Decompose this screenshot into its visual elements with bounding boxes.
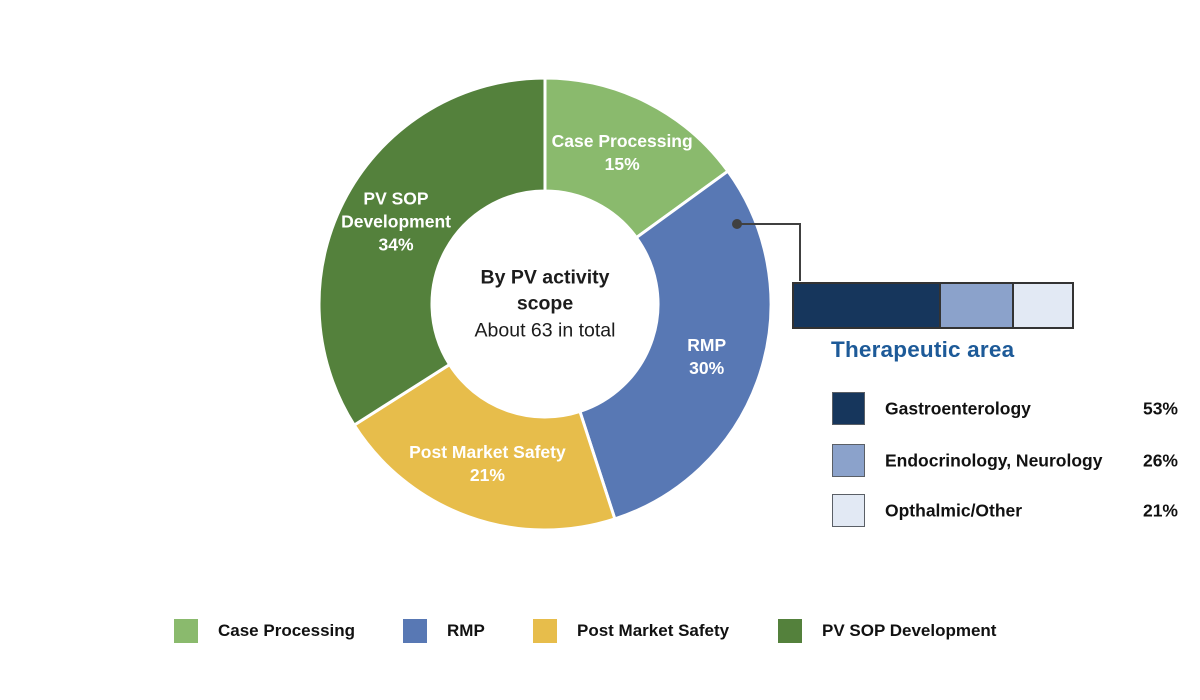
legend-item-post-market-safety: Post Market Safety <box>533 618 729 644</box>
pv-sop-development-swatch <box>778 619 802 643</box>
donut-slice-pv-sop-development <box>317 76 547 428</box>
case-processing-legend-label: Case Processing <box>218 621 356 640</box>
gastroenterology-label: Gastroenterology <box>885 398 1031 418</box>
opthalmic-other-swatch <box>832 494 865 527</box>
gastroenterology-percent: 53% <box>1142 398 1178 418</box>
endocrinology-neurology-percent: 26% <box>1142 450 1178 470</box>
therapeutic-area-stacked-bar <box>792 282 1074 329</box>
legend-item-pv-sop-development: PV SOP Development <box>778 618 996 644</box>
therapeutic-legend-row: Opthalmic/Other 21% <box>832 494 1178 527</box>
opthalmic-other-percent: 21% <box>1142 500 1178 520</box>
bar-segment-opthalmic-other <box>1012 284 1072 327</box>
endocrinology-neurology-label: Endocrinology, Neurology <box>885 450 1103 470</box>
donut-chart <box>317 76 773 532</box>
donut-center-title: By PV activity scope <box>480 266 610 315</box>
opthalmic-other-label: Opthalmic/Other <box>885 500 1023 520</box>
donut-center-subtitle: About 63 in total <box>474 319 616 342</box>
donut-slice-post-market-safety <box>352 362 617 532</box>
post-market-safety-swatch <box>533 619 557 643</box>
post-market-safety-legend-label: Post Market Safety <box>577 621 730 640</box>
donut-center-text: By PV activity scope About 63 in total <box>456 265 634 344</box>
legend-item-case-processing: Case Processing <box>174 618 355 644</box>
case-processing-swatch <box>174 619 198 643</box>
endocrinology-neurology-swatch <box>832 444 865 477</box>
legend-item-rmp: RMP <box>403 618 485 644</box>
donut-slice-rmp <box>578 169 773 521</box>
therapeutic-legend-row: Gastroenterology 53% <box>832 392 1178 425</box>
therapeutic-legend-row: Endocrinology, Neurology 26% <box>832 444 1178 477</box>
bar-segment-endocrinology-neurology <box>939 284 1013 327</box>
therapeutic-area-title: Therapeutic area <box>831 337 1015 362</box>
pv-sop-development-legend-label: PV SOP Development <box>822 621 997 640</box>
rmp-swatch <box>403 619 427 643</box>
gastroenterology-swatch <box>832 392 865 425</box>
rmp-legend-label: RMP <box>447 621 485 640</box>
bar-segment-gastroenterology <box>794 284 940 327</box>
donut-slice-case-processing <box>543 76 730 240</box>
